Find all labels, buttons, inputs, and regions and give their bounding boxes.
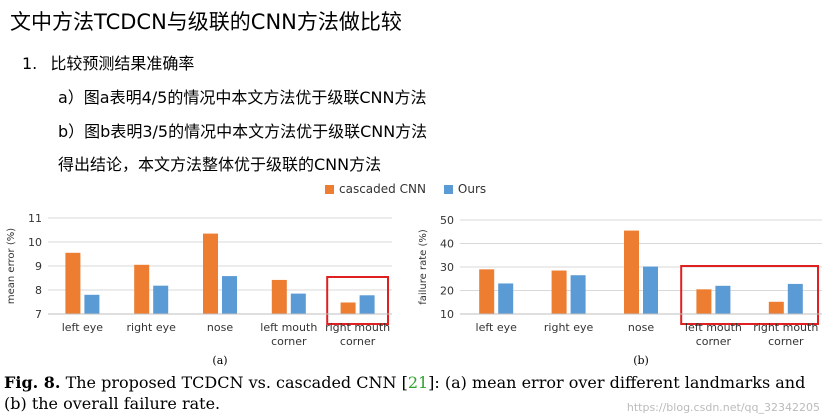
y-axis-label: failure rate (%)	[418, 229, 429, 305]
legend-item-cascaded: cascaded CNN	[325, 182, 426, 196]
y-tick-label: 7	[35, 308, 42, 321]
x-tick-label: right mouth	[325, 321, 390, 334]
subfigure-label: (b)	[633, 354, 649, 367]
x-tick-label: corner	[768, 335, 804, 348]
bar-cascaded-cnn	[65, 252, 81, 314]
legend-swatch-cascaded	[325, 185, 334, 194]
section-number: 1.	[22, 54, 38, 73]
bar-cascaded-cnn	[624, 230, 639, 314]
bar-cascaded-cnn	[696, 289, 712, 314]
page-title: 文中方法TCDCN与级联的CNN方法做比较	[10, 10, 402, 34]
legend-item-ours: Ours	[443, 182, 486, 196]
caption-text-2: ]: (a) mean error over different landmar…	[4, 373, 806, 413]
y-axis-label: mean error (%)	[6, 228, 17, 304]
x-tick-label: right mouth	[753, 321, 818, 334]
y-tick-label: 20	[440, 285, 454, 298]
caption-label: Fig. 8.	[4, 373, 61, 392]
section-title: 比较预测结果准确率	[50, 54, 195, 73]
caption-ref-link[interactable]: 21	[407, 373, 429, 392]
bar-cascaded-cnn	[203, 233, 218, 314]
y-tick-label: 8	[35, 284, 42, 297]
x-tick-label: corner	[340, 335, 376, 348]
conclusion: 得出结论，本文方法整体优于级联的CNN方法	[58, 155, 382, 174]
bar-ours	[787, 283, 803, 314]
x-tick-label: corner	[696, 335, 732, 348]
watermark: https://blog.csdn.net/qq_32342205	[626, 401, 820, 414]
bar-ours	[290, 293, 306, 314]
y-tick-label: 9	[35, 260, 42, 273]
chart-legend: cascaded CNN Ours	[325, 182, 486, 196]
legend-swatch-ours	[443, 185, 453, 194]
point-b: b）图b表明3/5的情况中本文方法优于级联CNN方法	[58, 122, 428, 141]
y-tick-label: 11	[28, 212, 42, 225]
x-tick-label: corner	[271, 335, 307, 348]
y-tick-label: 50	[440, 214, 454, 227]
bar-ours	[643, 266, 658, 314]
y-tick-label: 10	[28, 236, 42, 249]
x-tick-label: left eye	[62, 321, 104, 334]
x-tick-label: nose	[628, 321, 654, 334]
subfigure-label: (a)	[212, 354, 227, 367]
bar-ours	[222, 276, 237, 314]
bar-cascaded-cnn	[768, 301, 784, 314]
section-heading: 1. 比较预测结果准确率	[22, 50, 194, 74]
caption-text-1: The proposed TCDCN vs. cascaded CNN [	[65, 373, 408, 392]
bar-ours	[153, 285, 169, 314]
x-tick-label: left mouth	[685, 321, 742, 334]
bar-ours	[359, 295, 375, 314]
bar-cascaded-cnn	[134, 264, 150, 314]
bar-cascaded-cnn	[551, 270, 567, 314]
x-tick-label: left eye	[476, 321, 518, 334]
x-tick-label: left mouth	[260, 321, 317, 334]
failure-rate-chart: 10 20 30 40 50 failure rate (%) left eye right …	[418, 214, 822, 367]
x-tick-label: nose	[207, 321, 233, 334]
y-tick-label: 10	[440, 308, 454, 321]
highlight-box	[326, 276, 390, 325]
point-a: a）图a表明4/5的情况中本文方法优于级联CNN方法	[58, 88, 427, 107]
x-tick-label: right eye	[544, 321, 594, 334]
y-tick-label: 30	[440, 261, 454, 274]
highlight-box	[680, 265, 820, 325]
figure-caption: Fig. 8. The proposed TCDCN vs. cascaded …	[4, 372, 826, 414]
x-tick-label: right eye	[127, 321, 177, 334]
bar-ours	[570, 275, 586, 314]
bar-ours	[84, 294, 100, 314]
bar-cascaded-cnn	[479, 269, 495, 314]
bar-cascaded-cnn	[340, 302, 356, 314]
bar-ours	[498, 283, 514, 314]
mean-error-chart: 7 8 9 10 11 mean error (%) left eye right eye no…	[6, 212, 392, 367]
bar-cascaded-cnn	[271, 279, 287, 314]
y-tick-label: 40	[440, 238, 454, 251]
bar-ours	[715, 285, 731, 314]
